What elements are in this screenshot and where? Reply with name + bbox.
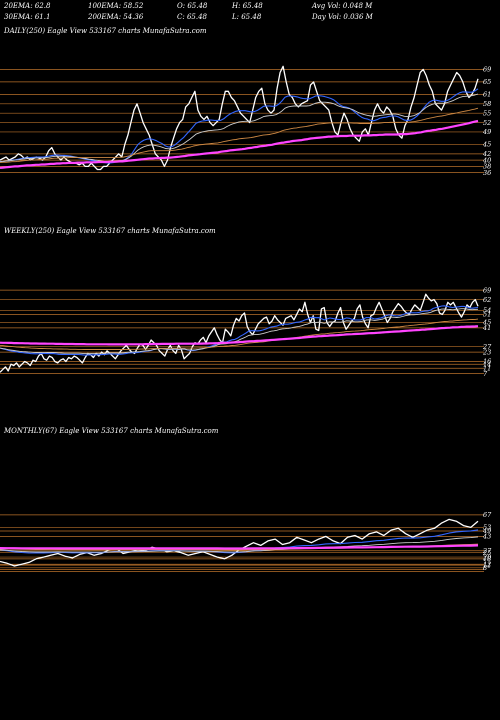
weekly-tick-label: 69	[483, 286, 491, 294]
daily-ema30-line	[0, 93, 479, 163]
weekly-tick-label: 51	[483, 311, 491, 319]
monthly-tick-label: 43	[482, 533, 491, 541]
low-label: L: 65.48	[232, 13, 262, 21]
open-label: O: 65.48	[177, 2, 208, 10]
weekly-tick-label: 14	[483, 360, 491, 368]
daily-ema100-line	[0, 107, 479, 164]
daily-panel-title: DAILY(250) Eagle View 533167 charts Muna…	[4, 27, 207, 35]
weekly-tick-label: 54	[483, 307, 491, 315]
daily-tick-label: 40	[482, 156, 491, 164]
weekly-ema100-line	[0, 318, 479, 350]
weekly-tick-label: 16	[483, 358, 491, 366]
monthly-tick-label: 49	[482, 527, 491, 535]
weekly-tick-label: 11	[483, 364, 491, 372]
daily-tick-label: 36	[483, 169, 491, 177]
daily-tick-label: 38	[483, 163, 491, 171]
weekly-panel-title: WEEKLY(250) Eagle View 533167 charts Mun…	[4, 227, 216, 235]
weekly-tick-label: 62	[483, 296, 491, 304]
monthly-tick-label: 18	[483, 555, 491, 563]
weekly-price-line	[0, 293, 479, 373]
weekly-tick-label: 23	[482, 348, 491, 356]
daily-tick-label: 69	[483, 66, 491, 74]
ema20-label: 20EMA: 62.8	[4, 2, 51, 10]
weekly-ema20-line	[0, 305, 479, 356]
daily-ema20-line	[0, 88, 479, 164]
monthly-tick-label: 27	[482, 547, 492, 555]
weekly-tick-label: 27	[482, 343, 492, 351]
ema100-label: 100EMA: 58.52	[88, 2, 144, 10]
ema200-label: 200EMA: 54.36	[88, 13, 144, 21]
monthly-tick-label: 67	[483, 511, 492, 519]
weekly-tick-label: 7	[483, 370, 488, 378]
day-vol-label: Day Vol: 0.036 M	[312, 13, 373, 21]
daily-tick-label: 45	[482, 141, 491, 149]
monthly-ema20-line	[0, 529, 479, 554]
monthly-panel-title: MONTHLY(67) Eagle View 533167 charts Mun…	[4, 427, 219, 435]
monthly-tick-label: 20	[482, 553, 491, 561]
monthly-ema200-line	[0, 544, 479, 550]
weekly-tick-label: 41	[482, 324, 491, 332]
weekly-ema200-line	[0, 325, 479, 346]
daily-tick-label: 65	[483, 78, 491, 86]
avg-vol-label: Avg Vol: 0.048 M	[312, 2, 373, 10]
monthly-tick-label: 8	[483, 564, 487, 572]
monthly-tick-label: 12	[483, 560, 491, 568]
daily-tick-label: 49	[482, 128, 491, 136]
close-label: C: 65.48	[177, 13, 207, 21]
monthly-tick-label: 53	[483, 524, 491, 532]
high-label: H: 65.48	[232, 2, 263, 10]
monthly-tick-label: 25	[482, 549, 491, 557]
daily-tick-label: 61	[483, 91, 491, 99]
daily-tick-label: 58	[483, 100, 491, 108]
weekly-tick-label: 45	[482, 319, 491, 327]
weekly-ema30-line	[0, 308, 479, 355]
daily-ema200-line	[0, 119, 479, 169]
daily-tick-label: 55	[483, 109, 491, 117]
daily-tick-label: 52	[483, 119, 491, 127]
daily-tick-label: 42	[482, 150, 491, 158]
monthly-tick-label: 11	[483, 561, 491, 569]
monthly-ema30-line	[0, 536, 479, 553]
ema30-label: 30EMA: 61.1	[4, 13, 51, 21]
